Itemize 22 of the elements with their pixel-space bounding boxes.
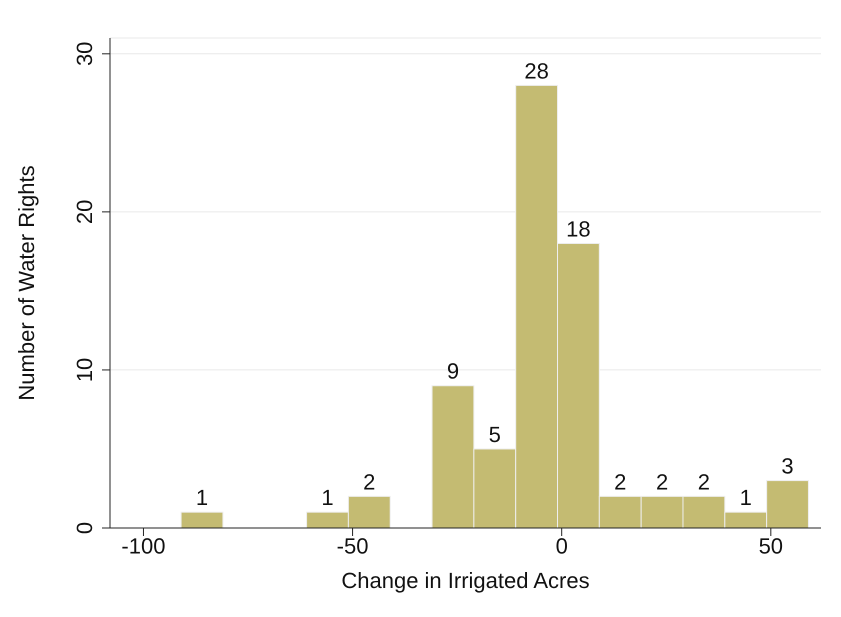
y-axis-title: Number of Water Rights: [14, 165, 39, 401]
x-tick-label: 50: [758, 534, 784, 559]
y-tick-label: 10: [72, 358, 97, 382]
x-tick-label: -100: [121, 534, 166, 559]
x-tick-label: -50: [336, 534, 368, 559]
data-label: 5: [488, 422, 501, 447]
data-label: 2: [363, 469, 376, 494]
x-tick-label: 0: [556, 534, 568, 559]
data-label: 9: [446, 358, 460, 384]
data-label: 1: [321, 485, 334, 510]
data-label: 18: [566, 216, 591, 242]
x-axis-title: Change in Irrigated Acres: [341, 568, 590, 593]
data-label: 2: [656, 469, 668, 494]
data-label: 3: [781, 454, 794, 479]
data-label: 2: [614, 469, 626, 494]
y-tick-label: 0: [72, 522, 97, 534]
y-tick-label: 20: [72, 200, 97, 224]
data-label: 1: [196, 485, 208, 510]
data-label: 28: [524, 58, 549, 84]
data-label: 2: [698, 469, 710, 494]
data-label: 1: [740, 485, 752, 510]
y-tick-label: 30: [72, 42, 97, 66]
